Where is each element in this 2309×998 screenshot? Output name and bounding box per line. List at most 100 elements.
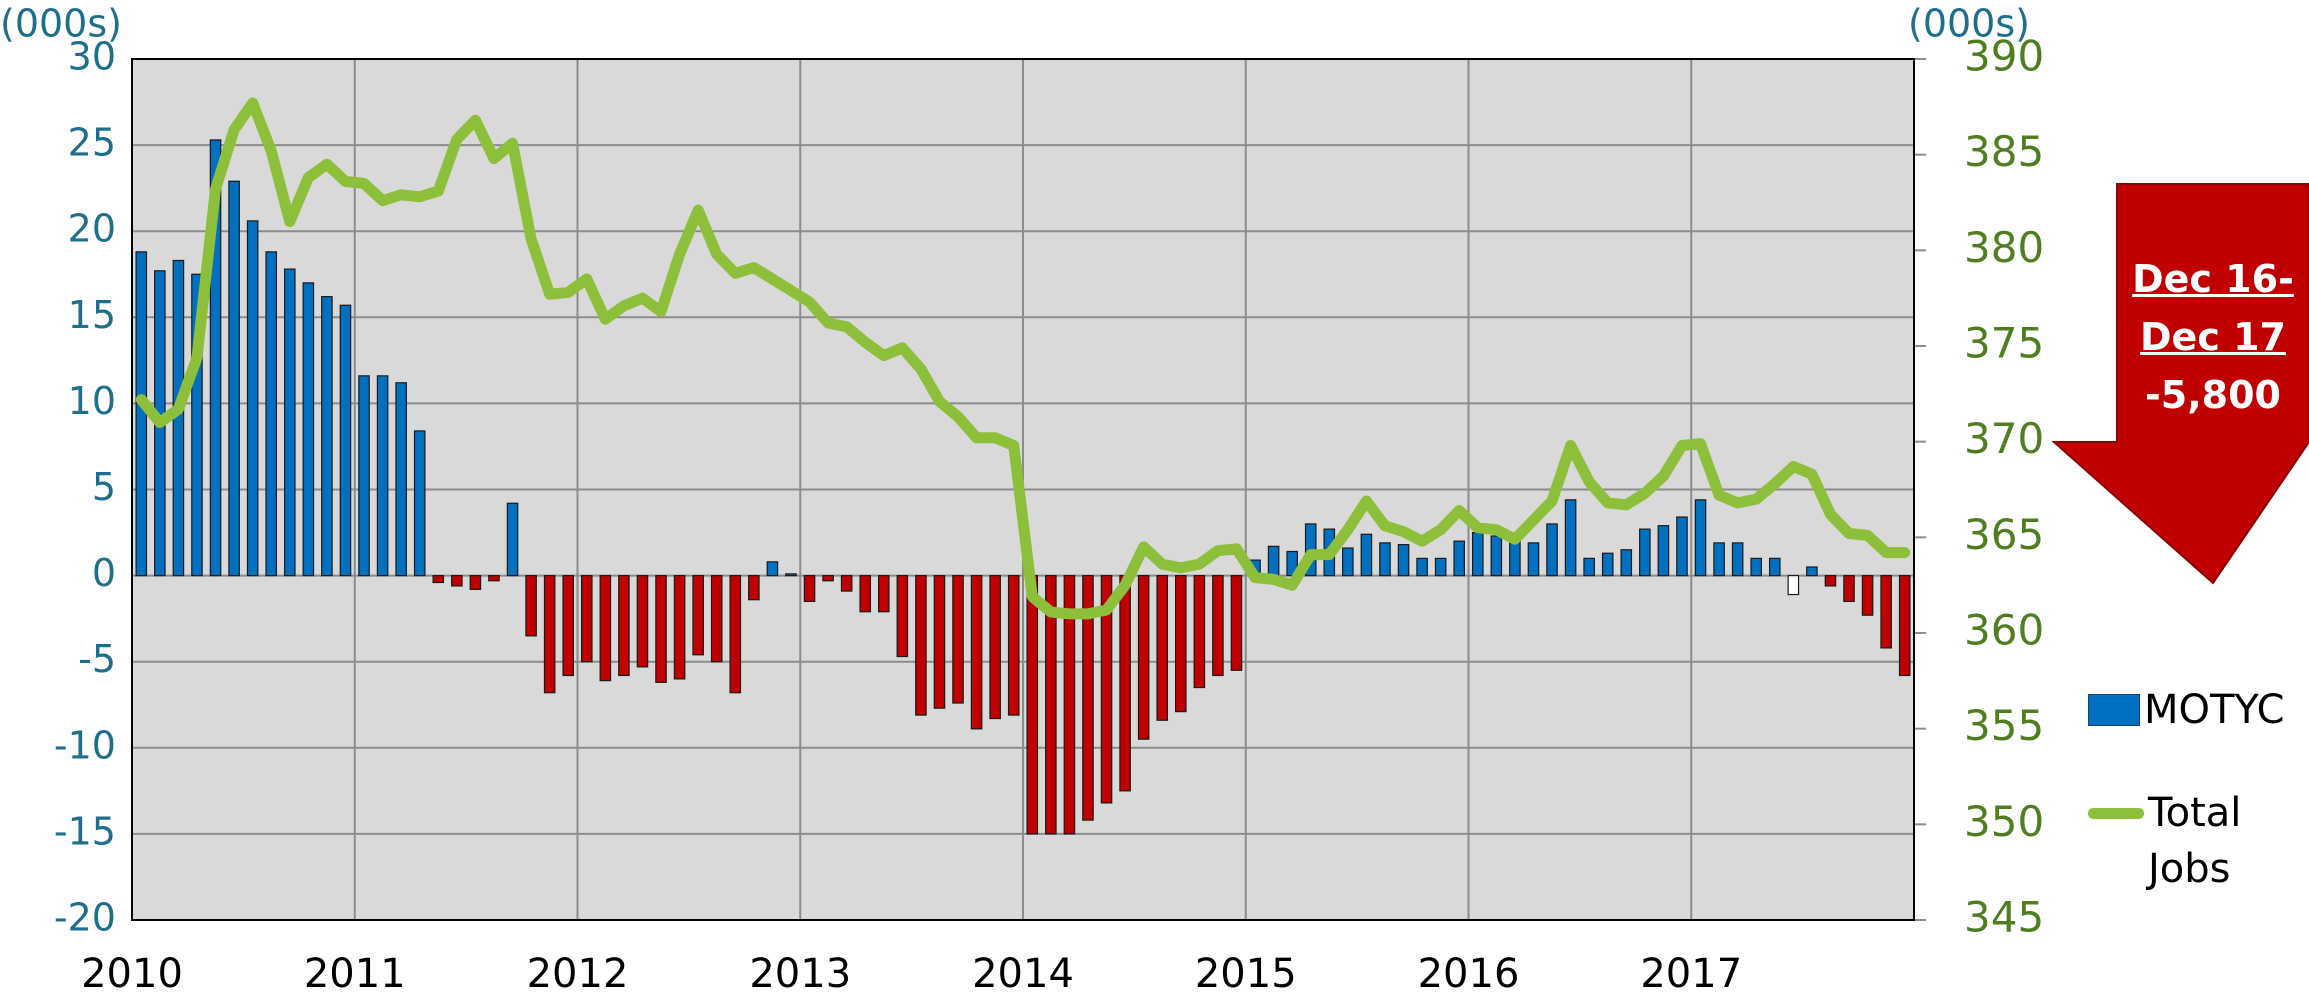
bar [543,574,556,694]
plot-border [131,58,1915,921]
bar [1750,557,1763,577]
bar [970,574,983,730]
bar [636,574,649,668]
bar [1026,574,1039,835]
bar [1434,557,1447,577]
bar [525,574,537,637]
y-tick-label: 25 [68,121,116,165]
y2-tick-label: 380 [1964,223,2044,272]
bar [1676,516,1688,577]
bar [1898,574,1911,677]
annotation-line: -5,800 [2145,373,2281,417]
x-tick-label: 2015 [1195,951,1297,997]
bar [692,574,704,656]
y2-tick-label: 375 [1964,319,2044,368]
bar [283,268,296,577]
bar [488,574,500,582]
bar [228,180,240,577]
legend-item: MOTYC [2088,682,2285,738]
bar [952,574,964,704]
x-tick-label: 2011 [304,951,406,997]
bar [1082,574,1094,821]
y-tick-label: -10 [54,723,116,767]
x-tick-label: 2013 [749,951,851,997]
bar [618,574,630,677]
y2-tick-label: 385 [1964,127,2044,176]
bar [1843,574,1855,603]
bar [1861,574,1874,616]
bar [1527,542,1540,577]
bar [246,220,259,577]
bar [1583,557,1595,577]
bar [1546,523,1558,577]
bar [302,282,315,577]
y2-tick-label: 365 [1964,510,2044,559]
bar [506,502,519,577]
bar [877,574,890,613]
y-tick-label: 20 [68,207,116,251]
y-tick-label: 5 [92,465,116,509]
bar [1045,574,1057,835]
bar [339,304,352,577]
y-tick-label: -15 [54,809,116,853]
bar [580,574,593,663]
bar [321,296,333,577]
bar [896,574,909,658]
bar [265,251,278,577]
bar [1342,547,1354,577]
bar [1212,574,1224,677]
bar [432,574,445,584]
legend-label: MOTYC [2144,687,2285,733]
y-tick-label: -5 [78,637,116,681]
bar [748,574,760,601]
bar [469,574,482,590]
annotation-arrow [2051,183,2309,585]
bar [822,574,834,582]
y2-unit-label: (000s) [1908,2,2030,46]
y-tick-label: -20 [54,896,116,940]
bar [710,574,723,663]
y2-tick-label: 355 [1964,701,2044,750]
y-tick-label: 30 [68,35,116,79]
bar [1620,549,1633,577]
bar [1007,574,1020,716]
y2-tick-label: 370 [1964,414,2044,463]
bar [191,273,203,577]
y2-tick-label: 345 [1964,893,2044,942]
x-tick-label: 2010 [81,951,183,997]
bar [1880,574,1892,649]
y2-tick-label: 390 [1964,32,2044,81]
bar [803,574,816,603]
bar [933,574,946,709]
legend-swatch [2088,808,2144,819]
bar [1824,574,1837,587]
bar [655,574,667,683]
bar [358,375,370,577]
bar [1713,542,1725,577]
bar [376,375,389,577]
bar [451,574,463,587]
bar [1768,557,1781,577]
bar [1787,574,1800,596]
legend-label: Total Jobs [2148,790,2242,892]
bar [766,561,779,577]
bar [1397,544,1410,577]
bar [1453,540,1466,577]
bar [989,574,1001,720]
x-tick-label: 2014 [972,951,1074,997]
bar [1174,574,1187,713]
annotation: Dec 16- Dec 17 -5,800 [2117,250,2309,424]
bar [1694,499,1707,577]
bar [135,251,148,577]
bar [840,574,853,592]
legend-swatch [2088,694,2140,726]
bar [395,382,407,577]
y-tick-label: 10 [68,379,116,423]
bar [1230,574,1243,671]
bar [1137,574,1150,740]
y2-tick-label: 350 [1964,797,2044,846]
bar [1471,531,1484,577]
bar [1416,557,1428,577]
x-tick-label: 2016 [1418,951,1520,997]
annotation-line: Dec 16- [2132,257,2294,301]
